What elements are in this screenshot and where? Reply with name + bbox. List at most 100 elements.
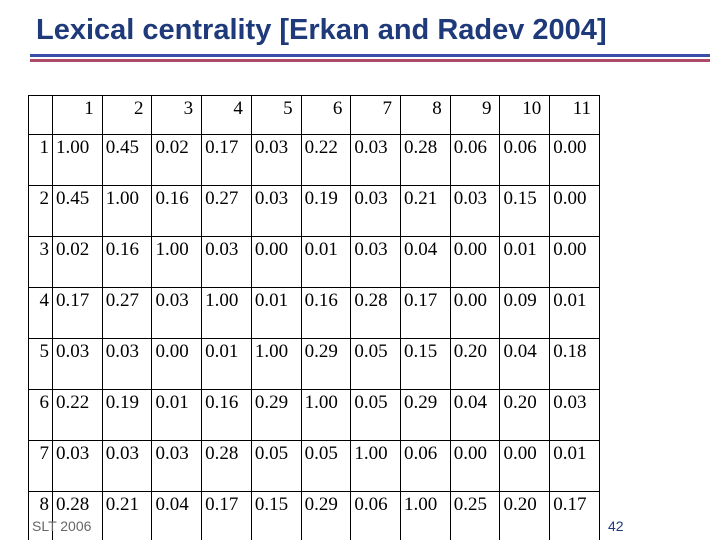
column-header: 10 [499, 95, 551, 135]
row-label: 1 [28, 134, 53, 186]
table-row: 1 1.00 0.45 0.02 0.17 0.03 0.22 0.03 0.28 0.06 0.0… [28, 134, 600, 186]
table-cell: 0.00 [250, 236, 302, 288]
table-cell: 0.03 [250, 134, 302, 186]
table-cell: 0.15 [499, 185, 551, 237]
table-cell: 0.28 [201, 440, 252, 492]
table-cell: 0.04 [400, 236, 451, 288]
table-cell: 0.20 [499, 389, 551, 441]
table-cell: 0.03 [101, 440, 153, 492]
table-cell: 0.01 [300, 236, 352, 288]
header-row: 1 2 3 4 5 6 7 8 9 10 11 [28, 95, 600, 135]
row-label: 6 [28, 389, 53, 441]
table-cell: 0.17 [52, 287, 103, 339]
table-cell: 0.04 [499, 338, 551, 390]
table-cell: 0.21 [400, 185, 451, 237]
table-row: 7 0.03 0.03 0.03 0.28 0.05 0.05 1.00 0.06 0.00 0.0… [28, 440, 600, 492]
table-cell: 0.00 [449, 287, 501, 339]
table-cell: 0.03 [250, 185, 302, 237]
table-cell: 0.03 [350, 134, 402, 186]
table-cell: 0.01 [549, 287, 600, 339]
table-cell: 0.16 [201, 389, 252, 441]
table-cell: 0.25 [449, 491, 501, 540]
table-cell: 1.00 [250, 338, 302, 390]
column-header: 7 [350, 95, 402, 135]
table-cell: 0.09 [499, 287, 551, 339]
table-wrap: 1 2 3 4 5 6 7 8 9 10 11 1 1.00 0.45 0.02 0.17 0.03 0.22 0.… [28, 95, 600, 540]
table-cell: 0.06 [350, 491, 402, 540]
table-cell: 0.00 [449, 236, 501, 288]
table-cell: 0.16 [300, 287, 352, 339]
table-cell: 0.28 [400, 134, 451, 186]
table-cell: 0.00 [499, 440, 551, 492]
table-cell: 0.06 [449, 134, 501, 186]
table-cell: 0.01 [201, 338, 252, 390]
table-cell: 0.17 [400, 287, 451, 339]
table-cell: 0.03 [151, 287, 203, 339]
column-header: 6 [300, 95, 352, 135]
table-cell: 0.22 [300, 134, 352, 186]
table-cell: 0.20 [449, 338, 501, 390]
rule-blue [30, 54, 710, 57]
table-cell: 0.00 [549, 185, 600, 237]
table-cell: 1.00 [201, 287, 252, 339]
table-cell: 0.04 [151, 491, 203, 540]
table-cell: 0.06 [499, 134, 551, 186]
table-cell: 0.20 [499, 491, 551, 540]
table-cell: 0.27 [101, 287, 153, 339]
table-cell: 0.45 [101, 134, 153, 186]
table-cell: 0.19 [101, 389, 153, 441]
column-header: 1 [52, 95, 103, 135]
table-cell: 0.05 [350, 338, 402, 390]
column-header: 9 [449, 95, 501, 135]
table-cell: 0.05 [300, 440, 352, 492]
table-cell: 0.05 [250, 440, 302, 492]
table-cell: 1.00 [350, 440, 402, 492]
table-cell: 0.27 [201, 185, 252, 237]
column-header: 3 [151, 95, 203, 135]
table-cell: 0.03 [52, 338, 103, 390]
table-cell: 0.01 [151, 389, 203, 441]
table-cell: 1.00 [400, 491, 451, 540]
table-cell: 0.03 [151, 440, 203, 492]
table-cell: 0.01 [499, 236, 551, 288]
column-header: 11 [549, 95, 600, 135]
table-cell: 0.29 [300, 338, 352, 390]
table-cell: 0.03 [449, 185, 501, 237]
table-cell: 0.15 [250, 491, 302, 540]
column-header: 2 [101, 95, 153, 135]
table-row: 3 0.02 0.16 1.00 0.03 0.00 0.01 0.03 0.04 0.00 0.0… [28, 236, 600, 288]
row-label: 5 [28, 338, 53, 390]
table-cell: 0.15 [400, 338, 451, 390]
row-label: 8 [28, 491, 53, 540]
footer-text: SLT 2006 [32, 518, 92, 534]
table-cell: 0.28 [52, 491, 103, 540]
row-label: 7 [28, 440, 53, 492]
table-cell: 0.03 [52, 440, 103, 492]
slide-title: Lexical centrality [Erkan and Radev 2004… [36, 14, 607, 46]
column-header: 8 [400, 95, 451, 135]
table-row: 2 0.45 1.00 0.16 0.27 0.03 0.19 0.03 0.21 0.03 0.1… [28, 185, 600, 237]
title-rule [30, 54, 710, 62]
table-cell: 0.21 [101, 491, 153, 540]
table-cell: 0.00 [151, 338, 203, 390]
table-cell: 0.19 [300, 185, 352, 237]
row-label: 4 [28, 287, 53, 339]
table-cell: 0.02 [151, 134, 203, 186]
page-number: 42 [608, 518, 624, 534]
table-cell: 0.03 [201, 236, 252, 288]
table-cell: 0.00 [449, 440, 501, 492]
similarity-table: 1 2 3 4 5 6 7 8 9 10 11 1 1.00 0.45 0.02 0.17 0.03 0.22 0.… [28, 95, 600, 540]
table-row: 5 0.03 0.03 0.00 0.01 1.00 0.29 0.05 0.15 0.20 0.0… [28, 338, 600, 390]
table-cell: 1.00 [101, 185, 153, 237]
rule-red [30, 59, 710, 62]
column-header: 4 [201, 95, 252, 135]
table-cell: 0.18 [549, 338, 600, 390]
table-cell: 0.16 [151, 185, 203, 237]
table-cell: 0.04 [449, 389, 501, 441]
table-cell: 0.17 [201, 491, 252, 540]
corner-cell [28, 95, 53, 135]
table-cell: 0.01 [250, 287, 302, 339]
table-cell: 0.17 [201, 134, 252, 186]
table-cell: 0.22 [52, 389, 103, 441]
